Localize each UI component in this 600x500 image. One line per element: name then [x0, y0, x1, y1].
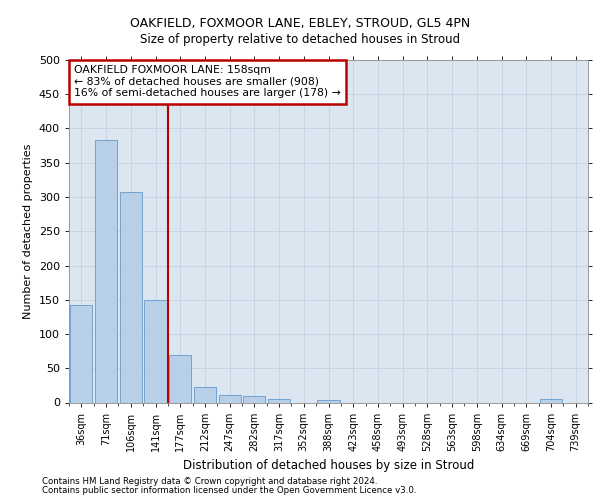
Bar: [70, 304, 92, 402]
Text: OAKFIELD FOXMOOR LANE: 158sqm
← 83% of detached houses are smaller (908)
16% of : OAKFIELD FOXMOOR LANE: 158sqm ← 83% of d…: [74, 65, 341, 98]
Text: Size of property relative to detached houses in Stroud: Size of property relative to detached ho…: [140, 32, 460, 46]
Y-axis label: Number of detached properties: Number of detached properties: [23, 144, 33, 319]
X-axis label: Distribution of detached houses by size in Stroud: Distribution of detached houses by size …: [183, 459, 474, 472]
Bar: [243, 396, 265, 402]
Bar: [218, 395, 241, 402]
Bar: [540, 399, 562, 402]
Bar: [145, 300, 167, 403]
Text: OAKFIELD, FOXMOOR LANE, EBLEY, STROUD, GL5 4PN: OAKFIELD, FOXMOOR LANE, EBLEY, STROUD, G…: [130, 18, 470, 30]
Bar: [268, 399, 290, 402]
Text: Contains HM Land Registry data © Crown copyright and database right 2024.: Contains HM Land Registry data © Crown c…: [42, 477, 377, 486]
Bar: [317, 400, 340, 402]
Bar: [95, 140, 117, 402]
Bar: [194, 388, 216, 402]
Bar: [169, 354, 191, 403]
Text: Contains public sector information licensed under the Open Government Licence v3: Contains public sector information licen…: [42, 486, 416, 495]
Bar: [119, 192, 142, 402]
